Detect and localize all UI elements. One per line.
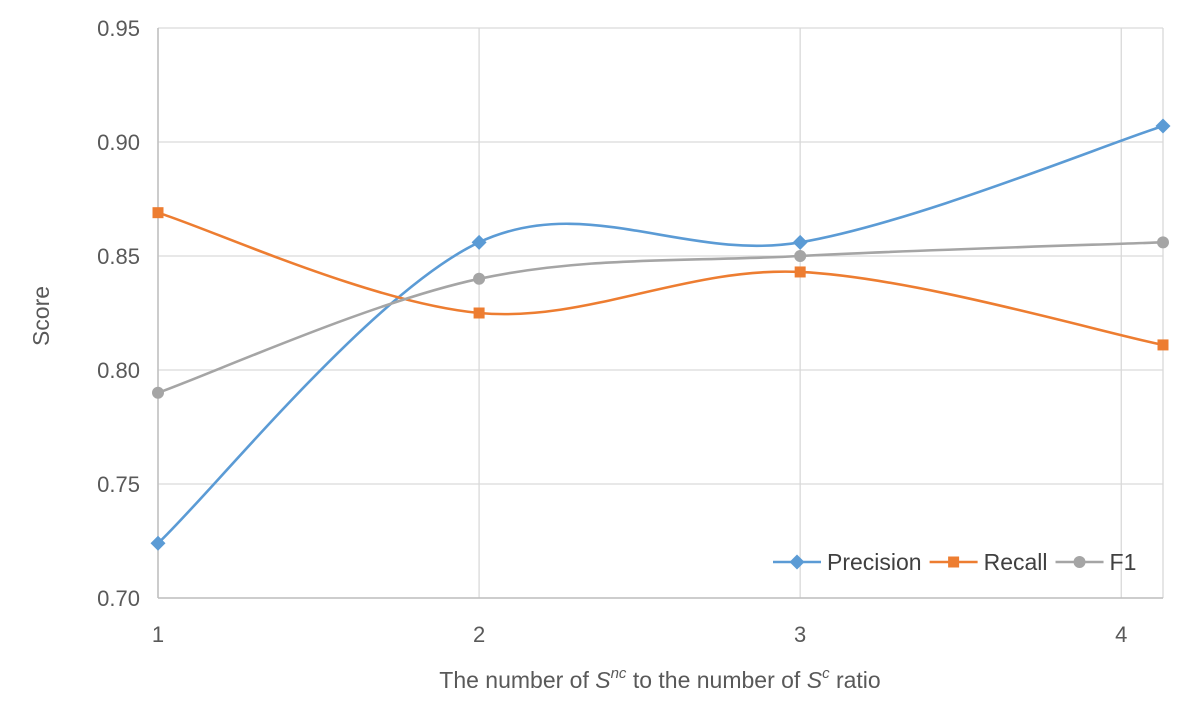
f1-point <box>473 272 486 285</box>
f1-point <box>1157 236 1169 249</box>
recall-point <box>794 266 806 278</box>
legend-f1-label: F1 <box>1110 549 1137 575</box>
y-tick-label: 0.90 <box>97 130 140 155</box>
y-axis-ticks: 0.70 0.75 0.80 0.85 0.90 0.95 <box>97 16 140 611</box>
precision-point <box>1155 118 1171 134</box>
legend-recall-label: Recall <box>984 549 1048 575</box>
x-axis-ticks: 1 2 3 4 <box>152 622 1128 647</box>
y-tick-label: 0.95 <box>97 16 140 41</box>
legend-precision-marker <box>789 554 805 570</box>
y-tick-label: 0.80 <box>97 358 140 383</box>
recall-point <box>152 207 164 219</box>
recall-point <box>1157 339 1169 351</box>
f1-point <box>794 250 807 262</box>
f1-point <box>152 386 164 399</box>
legend: Precision Recall F1 <box>773 549 1136 575</box>
precision-point <box>150 535 166 551</box>
series-markers <box>150 118 1171 551</box>
gridlines <box>157 27 1164 599</box>
x-tick-label: 3 <box>794 622 806 647</box>
legend-precision-label: Precision <box>827 549 922 575</box>
series-lines <box>157 124 1164 545</box>
legend-f1-marker <box>1073 556 1086 568</box>
y-axis-title: Score <box>28 286 54 346</box>
y-tick-label: 0.75 <box>97 472 140 497</box>
legend-recall-marker <box>948 556 960 568</box>
recall-point <box>473 307 485 319</box>
y-tick-label: 0.70 <box>97 586 140 611</box>
x-tick-label: 2 <box>473 622 485 647</box>
y-tick-label: 0.85 <box>97 244 140 269</box>
recall-line <box>157 211 1164 347</box>
precision-point <box>471 234 487 250</box>
x-tick-label: 1 <box>152 622 164 647</box>
precision-point <box>792 234 808 250</box>
f1-line <box>157 241 1164 395</box>
precision-line <box>157 124 1164 545</box>
x-axis-title: The number of Snc to the number of Sc ra… <box>439 665 880 693</box>
x-tick-label: 4 <box>1115 622 1127 647</box>
